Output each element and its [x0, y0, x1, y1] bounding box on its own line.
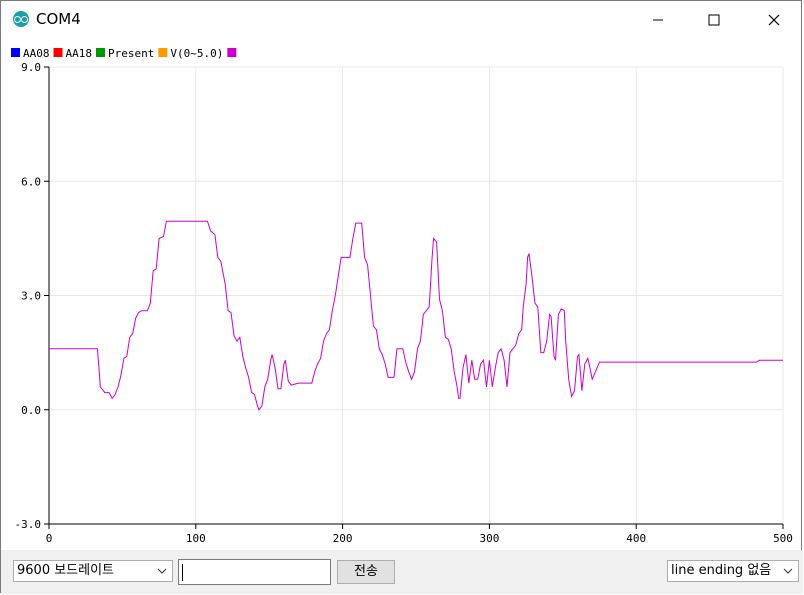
y-tick-label-1: 0.0	[21, 404, 41, 417]
maximize-icon	[708, 14, 720, 26]
send-button[interactable]: 전송	[337, 560, 395, 584]
legend-swatch-3	[158, 48, 168, 57]
y-tick-label-2: 3.0	[21, 290, 41, 303]
legend-label-1: AA18	[66, 47, 93, 60]
minimize-button[interactable]	[635, 1, 681, 39]
line-ending-value: line ending 없음	[671, 563, 772, 578]
line-ending-select[interactable]: line ending 없음	[667, 560, 799, 582]
text-caret	[182, 564, 183, 581]
x-tick-label-3: 300	[479, 532, 499, 545]
legend-label-2: Present	[108, 47, 154, 60]
x-tick-label-5: 500	[773, 532, 793, 545]
maximize-button[interactable]	[691, 1, 737, 39]
legend-label-0: AA08	[23, 47, 50, 60]
plot-area: -3.0 0.0 3.0 6.0 9.0 0 100 200 300 400 500 AA08 AA18…	[1, 39, 803, 549]
legend-swatch-4	[227, 48, 237, 57]
x-tick-label-0: 0	[46, 532, 53, 545]
y-tick-label-0: -3.0	[15, 518, 42, 531]
legend-swatch-0	[11, 48, 20, 57]
title-bar[interactable]: COM4	[1, 1, 801, 39]
arduino-icon	[13, 11, 29, 27]
series-line-0	[49, 220, 783, 411]
serial-plot: -3.0 0.0 3.0 6.0 9.0 0 100 200 300 400 500 AA08 AA18…	[11, 47, 793, 545]
x-tick-label-4: 400	[626, 532, 646, 545]
legend-label-3: V(0~5.0)	[170, 47, 223, 60]
x-tick-label-1: 100	[186, 532, 206, 545]
bottom-toolbar: 9600 보드레이트 전송 line ending 없음	[1, 550, 803, 594]
minimize-icon	[653, 19, 663, 21]
close-button[interactable]	[751, 1, 797, 39]
baud-rate-value: 9600 보드레이트	[17, 563, 115, 578]
close-icon	[768, 14, 780, 26]
legend-swatch-1	[53, 48, 63, 57]
y-tick-label-3: 6.0	[21, 175, 41, 188]
chevron-down-icon	[783, 568, 793, 574]
x-tick-label-2: 200	[333, 532, 353, 545]
message-input[interactable]	[178, 559, 331, 585]
legend-swatch-2	[96, 48, 105, 57]
chevron-down-icon	[157, 568, 167, 574]
window-title: COM4	[36, 10, 81, 28]
y-tick-label-4: 9.0	[21, 61, 41, 74]
baud-rate-select[interactable]: 9600 보드레이트	[13, 560, 173, 582]
